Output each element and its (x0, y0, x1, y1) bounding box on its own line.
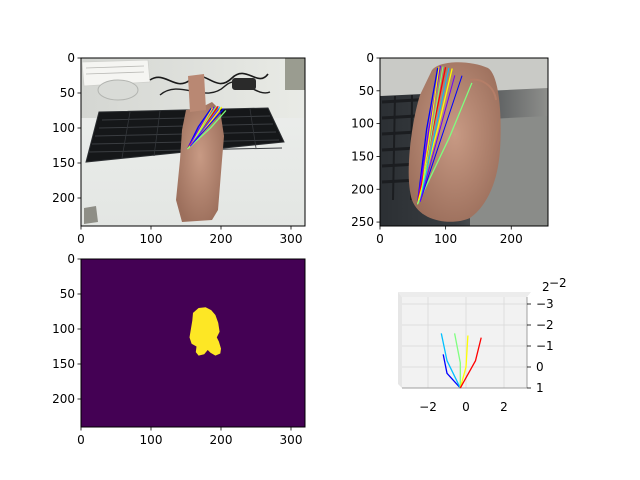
keypoint-skeleton-2d (186, 105, 227, 150)
y-tick-label: 50 (60, 86, 75, 100)
y-tick-label: 50 (359, 84, 374, 98)
y-tick-label: 100 (351, 117, 374, 131)
x-tick-label: 100 (434, 232, 457, 246)
finger-chain-3d (453, 333, 461, 388)
rgb-image-panel: 0 100 200 300 0 50 100 150 200 (52, 51, 306, 246)
y-tick-label-3d: −3 (536, 297, 554, 311)
y-tick-label-3d: 1 (536, 381, 544, 395)
x-tick-label-3d: 2 (500, 400, 508, 414)
z-tick-label-3d: 2 (542, 280, 550, 294)
finger-bone-line (189, 108, 225, 147)
panel2-frame (379, 57, 549, 227)
panel2-axes: 0 100 200 0 50 100 150 200 250 (351, 51, 523, 246)
z-tick-label-3d: −2 (549, 276, 567, 290)
y-tick-label-3d: 0 (536, 360, 544, 374)
finger-chain-3d (459, 335, 469, 389)
finger-bone-line (419, 75, 463, 202)
finger-bone-line (186, 110, 227, 150)
y-tick-label-3d: −1 (536, 339, 554, 353)
x-tick-label-3d: −2 (419, 400, 437, 414)
y-tick-label: 100 (52, 121, 75, 135)
3d-side-pane (398, 292, 402, 388)
x-tick-label: 300 (280, 433, 303, 447)
x-tick-label-3d: 0 (462, 400, 470, 414)
y-tick-label: 0 (67, 252, 75, 266)
hand-mask-region (189, 307, 221, 356)
panel1-axes: 0 100 200 300 0 50 100 150 200 (52, 51, 302, 246)
y-tick-label: 150 (351, 149, 374, 163)
y-tick-label: 50 (60, 287, 75, 301)
finger-chain-3d (442, 354, 461, 389)
x-tick-label: 100 (140, 232, 163, 246)
keypoint-skeleton-crop (416, 65, 473, 205)
x-tick-label: 0 (77, 232, 85, 246)
y-tick-label: 200 (52, 191, 75, 205)
finger-bone-line (419, 66, 444, 202)
x-tick-label: 0 (77, 433, 85, 447)
x-tick-label: 200 (210, 232, 233, 246)
y-tick-label: 100 (52, 322, 75, 336)
panel3-frame (80, 258, 306, 428)
finger-bone-line (419, 75, 456, 202)
3d-gridlines (402, 297, 528, 389)
x-tick-label: 0 (376, 232, 384, 246)
crop-image-panel: 0 100 200 0 50 100 150 200 250 (351, 51, 549, 246)
x-tick-label: 100 (140, 433, 163, 447)
panel3-axes: 0 100 200 300 0 50 100 150 200 (52, 252, 302, 447)
3d-top-pane (398, 292, 531, 297)
panel1-frame (80, 57, 306, 227)
finger-chain-3d (440, 333, 461, 389)
hand-skeleton-3d (440, 333, 482, 389)
rgb-photo (81, 58, 305, 226)
finger-bone-line (416, 82, 473, 205)
finger-bone-line (419, 66, 440, 202)
crop-photo (380, 58, 548, 226)
mask-panel: 0 100 200 300 0 50 100 150 200 (52, 252, 306, 447)
y-tick-label: 150 (52, 156, 75, 170)
finger-bone-line (416, 67, 447, 205)
y-tick-label: 250 (351, 215, 374, 229)
finger-chain-3d (459, 337, 482, 389)
x-tick-label: 300 (280, 232, 303, 246)
finger-bone-line (419, 67, 450, 202)
y-tick-label: 0 (366, 51, 374, 65)
x-tick-label: 200 (500, 232, 523, 246)
finger-bone-line (189, 106, 217, 147)
y-tick-label: 0 (67, 51, 75, 65)
y-tick-label: 200 (52, 392, 75, 406)
finger-bone-line (189, 109, 219, 147)
y-tick-label: 200 (351, 182, 374, 196)
finger-bone-line (416, 67, 439, 205)
y-tick-label: 150 (52, 357, 75, 371)
3d-back-pane (402, 297, 527, 388)
y-tick-label-3d: −2 (536, 318, 554, 332)
x-tick-label: 200 (210, 433, 233, 447)
